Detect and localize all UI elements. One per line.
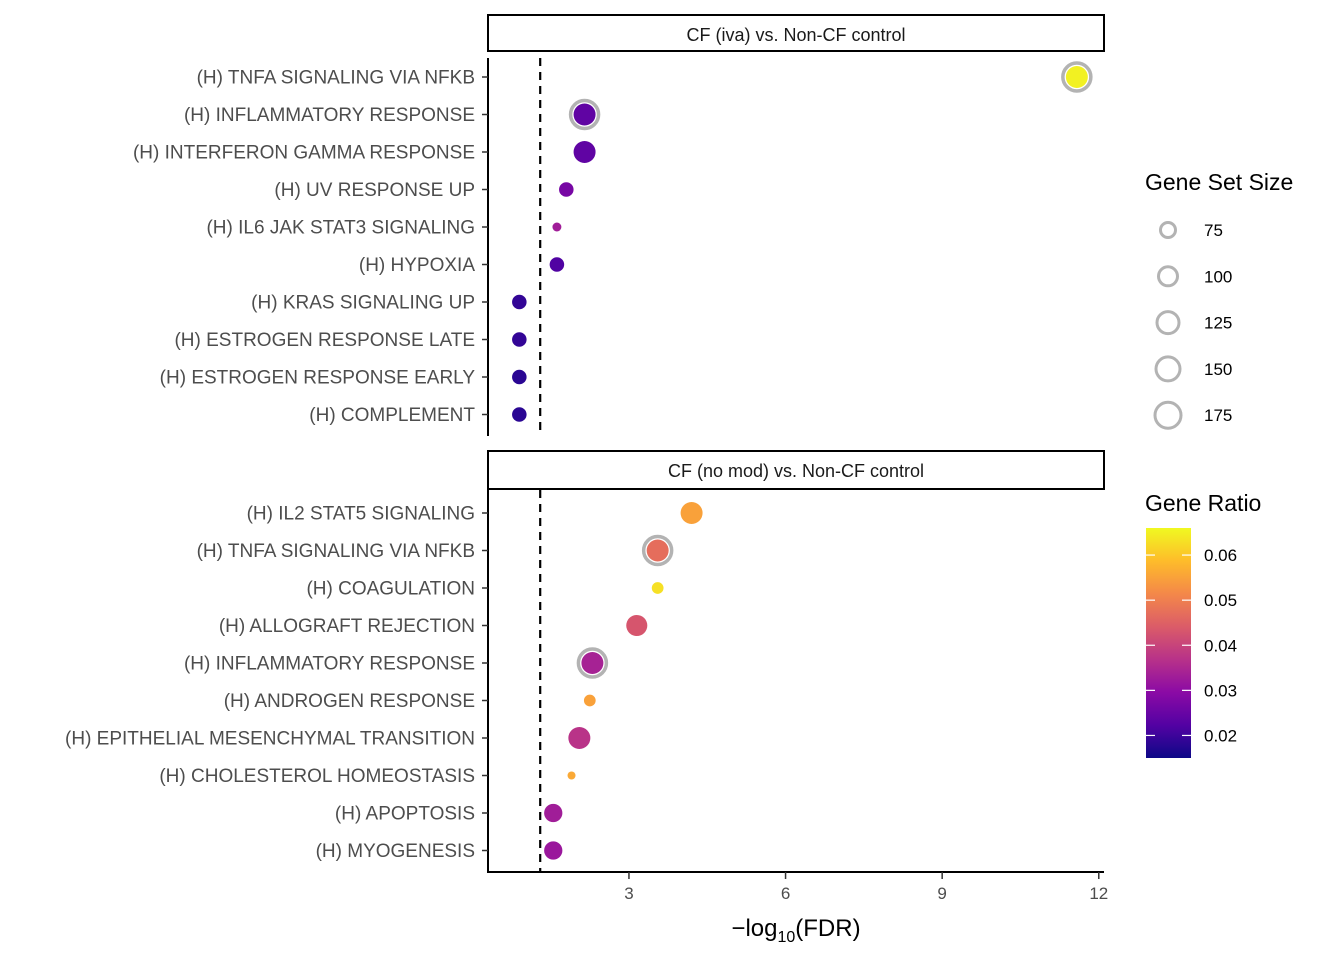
category-label-tnfa-signaling-via-nfkb: (H) TNFA SIGNALING VIA NFKB — [197, 68, 475, 89]
dot-interferon-gamma-response — [573, 141, 596, 163]
size-legend-key-150 — [1154, 355, 1182, 383]
dot-apoptosis — [544, 803, 563, 823]
category-label-estrogen-response-early: (H) ESTROGEN RESPONSE EARLY — [160, 368, 476, 389]
dot-coagulation — [651, 582, 664, 594]
dot-hypoxia — [549, 257, 565, 272]
dot-myogenesis — [544, 841, 563, 860]
category-label-inflammatory-response: (H) INFLAMMATORY RESPONSE — [184, 654, 475, 675]
color-legend: Gene Ratio 0.02 0.03 0.04 0.05 0.06 — [1145, 490, 1261, 758]
x-axis-title: −log10(FDR) — [731, 915, 860, 946]
facet-cf-no-mod: CF (no mod) vs. Non-CF control (H) IL2 S… — [65, 450, 1105, 873]
category-label-epithelial-mesenchymal-transition: (H) EPITHELIAL MESENCHYMAL TRANSITION — [65, 729, 475, 750]
dot-estrogen-response-late — [512, 332, 527, 347]
size-legend-label-100: 100 — [1204, 267, 1232, 286]
category-label-kras-signaling-up: (H) KRAS SIGNALING UP — [251, 293, 475, 314]
x-tick-label: 12 — [1089, 884, 1108, 903]
color-legend-label: 0.03 — [1204, 681, 1237, 700]
x-tick-label: 3 — [624, 884, 633, 903]
color-legend-label: 0.04 — [1204, 636, 1237, 655]
category-label-myogenesis: (H) MYOGENESIS — [316, 841, 475, 862]
category-label-estrogen-response-late: (H) ESTROGEN RESPONSE LATE — [174, 330, 475, 351]
category-label-il6-jak-stat3-signaling: (H) IL6 JAK STAT3 SIGNALING — [206, 218, 475, 239]
x-tick-label: 9 — [937, 884, 946, 903]
category-label-complement: (H) COMPLEMENT — [309, 405, 475, 426]
category-label-tnfa-signaling-via-nfkb: (H) TNFA SIGNALING VIA NFKB — [197, 541, 475, 562]
facet-strip-label-cf-iva: CF (iva) vs. Non-CF control — [686, 25, 905, 45]
facet-strip-label-cf-no-mod: CF (no mod) vs. Non-CF control — [668, 461, 924, 481]
category-label-allograft-rejection: (H) ALLOGRAFT REJECTION — [219, 616, 475, 637]
dot-tnfa-signaling-via-nfkb — [1065, 66, 1088, 88]
dot-tnfa-signaling-via-nfkb — [646, 539, 669, 562]
facet-strip-cf-iva — [487, 14, 1105, 52]
facet-strip-cf-no-mod — [487, 450, 1105, 490]
size-legend-key-75 — [1159, 221, 1177, 239]
category-label-uv-response-up: (H) UV RESPONSE UP — [274, 180, 475, 201]
dot-il2-stat5-signaling — [680, 502, 703, 524]
dot-complement — [512, 407, 527, 422]
dot-inflammatory-response — [573, 103, 596, 126]
dot-il6-jak-stat3-signaling — [552, 222, 562, 232]
dot-inflammatory-response — [581, 652, 604, 674]
dot-uv-response-up — [559, 182, 574, 197]
size-legend-key-125 — [1155, 310, 1181, 336]
dot-kras-signaling-up — [512, 294, 527, 310]
size-legend-key-175 — [1153, 400, 1183, 430]
x-tick-label: 6 — [781, 884, 790, 903]
color-legend-bar — [1146, 528, 1191, 758]
category-label-cholesterol-homeostasis: (H) CHOLESTEROL HOMEOSTASIS — [159, 766, 475, 787]
color-legend-label: 0.06 — [1204, 546, 1237, 565]
category-label-il2-stat5-signaling: (H) IL2 STAT5 SIGNALING — [247, 504, 475, 525]
size-legend-label-125: 125 — [1204, 314, 1232, 333]
size-legend-label-150: 150 — [1204, 360, 1232, 379]
dot-epithelial-mesenchymal-transition — [568, 727, 591, 749]
category-label-inflammatory-response: (H) INFLAMMATORY RESPONSE — [184, 105, 475, 126]
category-label-interferon-gamma-response: (H) INTERFERON GAMMA RESPONSE — [133, 143, 475, 164]
dot-cholesterol-homeostasis — [567, 771, 576, 780]
dot-androgen-response — [583, 694, 596, 707]
category-label-coagulation: (H) COAGULATION — [306, 579, 475, 600]
category-label-apoptosis: (H) APOPTOSIS — [335, 804, 475, 825]
size-legend-label-175: 175 — [1204, 406, 1232, 425]
size-legend-label-75: 75 — [1204, 221, 1223, 240]
dot-allograft-rejection — [626, 614, 648, 637]
color-legend-label: 0.05 — [1204, 591, 1237, 610]
color-legend-label: 0.02 — [1204, 726, 1237, 745]
size-legend: Gene Set Size 75 100 125 150 175 — [1145, 169, 1293, 430]
size-legend-key-100 — [1157, 265, 1179, 288]
category-label-androgen-response: (H) ANDROGEN RESPONSE — [224, 691, 475, 712]
facet-cf-iva: CF (iva) vs. Non-CF control (H) TNFA SIG… — [133, 14, 1105, 436]
category-label-hypoxia: (H) HYPOXIA — [359, 255, 475, 276]
color-legend-title: Gene Ratio — [1145, 490, 1261, 516]
size-legend-title: Gene Set Size — [1145, 169, 1293, 195]
dot-estrogen-response-early — [512, 369, 527, 385]
